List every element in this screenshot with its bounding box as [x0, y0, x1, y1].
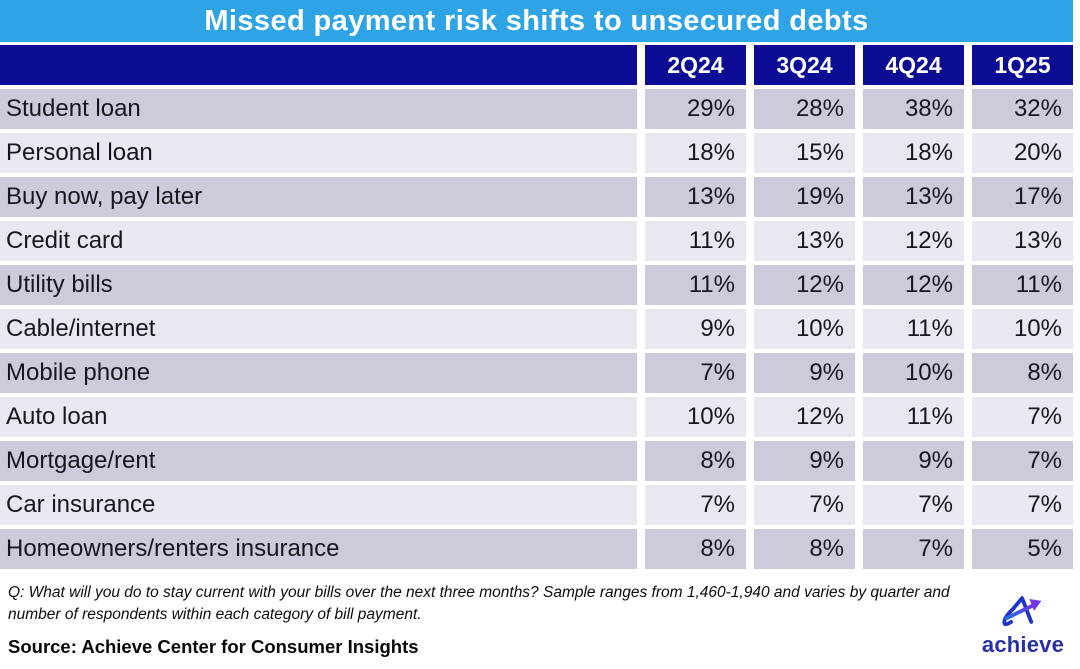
value-cell: 10%: [972, 309, 1073, 349]
footnote-line-1: Q: What will you do to stay current with…: [8, 584, 950, 601]
value-cell: 11%: [972, 265, 1073, 305]
page-title: Missed payment risk shifts to unsecured …: [204, 4, 869, 37]
value-cell: 7%: [972, 441, 1073, 481]
title-bar: Missed payment risk shifts to unsecured …: [0, 0, 1073, 42]
value-cell: 9%: [754, 441, 855, 481]
value-cell: 9%: [863, 441, 964, 481]
row-label: Credit card: [0, 221, 637, 261]
value-cell: 12%: [754, 265, 855, 305]
value-cell: 10%: [754, 309, 855, 349]
value-cell: 5%: [972, 529, 1073, 569]
row-label: Cable/internet: [0, 309, 637, 349]
source-line: Source: Achieve Center for Consumer Insi…: [8, 635, 419, 657]
column-header: 3Q24: [754, 45, 855, 85]
row-label: Mobile phone: [0, 353, 637, 393]
value-cell: 9%: [754, 353, 855, 393]
row-label: Mortgage/rent: [0, 441, 637, 481]
value-cell: 7%: [972, 397, 1073, 437]
value-cell: 15%: [754, 133, 855, 173]
value-cell: 11%: [863, 397, 964, 437]
value-cell: 7%: [863, 529, 964, 569]
value-cell: 13%: [645, 177, 746, 217]
value-cell: 8%: [645, 529, 746, 569]
value-cell: 12%: [754, 397, 855, 437]
achieve-wordmark: achieve: [981, 632, 1065, 657]
footer: Q: What will you do to stay current with…: [0, 569, 1073, 658]
achieve-arrow-icon: [1001, 591, 1045, 634]
value-cell: 8%: [972, 353, 1073, 393]
value-cell: 19%: [754, 177, 855, 217]
value-cell: 7%: [645, 353, 746, 393]
value-cell: 11%: [645, 221, 746, 261]
row-label: Utility bills: [0, 265, 637, 305]
row-label: Auto loan: [0, 397, 637, 437]
achieve-logo: achieve: [975, 591, 1071, 656]
value-cell: 17%: [972, 177, 1073, 217]
value-cell: 18%: [645, 133, 746, 173]
column-header: 4Q24: [863, 45, 964, 85]
value-cell: 18%: [863, 133, 964, 173]
value-cell: 9%: [645, 309, 746, 349]
value-cell: 7%: [645, 485, 746, 525]
survey-question-footnote: Q: What will you do to stay current with…: [8, 582, 1008, 627]
value-cell: 12%: [863, 221, 964, 261]
value-cell: 38%: [863, 89, 964, 129]
row-label: Student loan: [0, 89, 637, 129]
value-cell: 11%: [863, 309, 964, 349]
column-header: 1Q25: [972, 45, 1073, 85]
value-cell: 7%: [863, 485, 964, 525]
row-label: Car insurance: [0, 485, 637, 525]
value-cell: 13%: [972, 221, 1073, 261]
value-cell: 12%: [863, 265, 964, 305]
value-cell: 28%: [754, 89, 855, 129]
value-cell: 11%: [645, 265, 746, 305]
value-cell: 20%: [972, 133, 1073, 173]
row-label: Personal loan: [0, 133, 637, 173]
value-cell: 13%: [754, 221, 855, 261]
value-cell: 8%: [645, 441, 746, 481]
value-cell: 32%: [972, 89, 1073, 129]
footnote-line-2: number of respondents within each catego…: [8, 606, 422, 624]
value-cell: 7%: [754, 485, 855, 525]
value-cell: 13%: [863, 177, 964, 217]
column-header: 2Q24: [645, 45, 746, 85]
payment-table: 2Q24 3Q24 4Q24 1Q25 Student loan 29% 28% 38% 32%…: [0, 45, 1073, 569]
row-label: Homeowners/renters insurance: [0, 529, 637, 569]
value-cell: 7%: [972, 485, 1073, 525]
value-cell: 8%: [754, 529, 855, 569]
value-cell: 10%: [863, 353, 964, 393]
value-cell: 10%: [645, 397, 746, 437]
header-cell-category: [0, 45, 637, 85]
value-cell: 29%: [645, 89, 746, 129]
row-label: Buy now, pay later: [0, 177, 637, 217]
